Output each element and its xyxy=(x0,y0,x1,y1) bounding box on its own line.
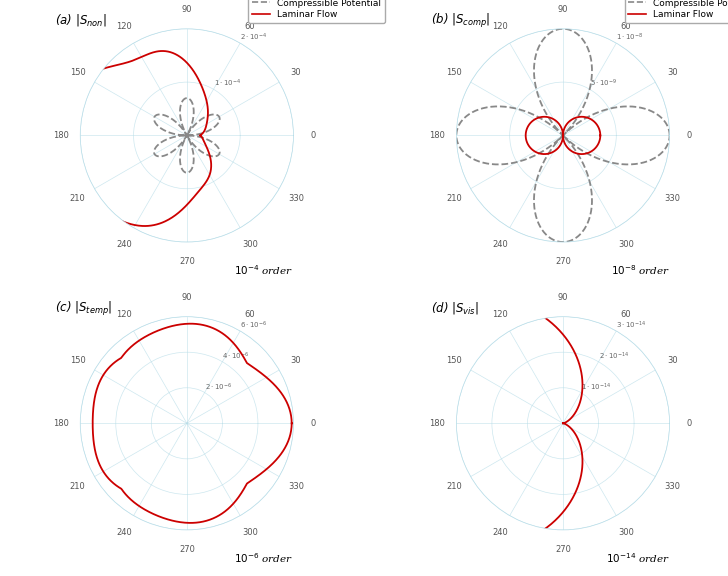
Laminar Flow xyxy=(547,149,556,156)
Legend: Compressible Potential, Laminar Flow: Compressible Potential, Laminar Flow xyxy=(625,0,728,23)
Text: $10^{-6}$ order: $10^{-6}$ order xyxy=(234,551,293,565)
Legend: Compressible Potential, Laminar Flow: Compressible Potential, Laminar Flow xyxy=(248,0,385,23)
Laminar Flow xyxy=(558,126,566,132)
Line: Laminar Flow: Laminar Flow xyxy=(92,324,292,523)
Line: Laminar Flow: Laminar Flow xyxy=(70,51,211,226)
Compressible Potential xyxy=(180,137,189,143)
Compressible Potential xyxy=(183,132,191,139)
Compressible Potential xyxy=(559,132,568,139)
Laminar Flow xyxy=(571,350,579,357)
Laminar Flow xyxy=(572,407,581,414)
Laminar Flow xyxy=(193,73,202,80)
Compressible Potential xyxy=(665,132,674,139)
Laminar Flow xyxy=(578,113,587,120)
Laminar Flow xyxy=(288,420,296,427)
Compressible Potential xyxy=(183,132,191,139)
Laminar Flow xyxy=(559,420,568,427)
Laminar Flow xyxy=(596,132,605,139)
Text: $10^{-8}$ order: $10^{-8}$ order xyxy=(611,263,670,277)
Compressible Potential xyxy=(534,169,543,176)
Laminar Flow xyxy=(166,323,175,330)
Laminar Flow xyxy=(560,126,569,132)
Laminar Flow xyxy=(131,500,140,507)
Laminar Flow xyxy=(107,213,116,219)
Compressible Potential xyxy=(542,33,550,40)
Laminar Flow xyxy=(204,112,213,119)
Text: (a) $|S_{non}|$: (a) $|S_{non}|$ xyxy=(55,12,106,28)
Laminar Flow xyxy=(119,488,127,495)
Line: Compressible Potential: Compressible Potential xyxy=(456,29,670,242)
Compressible Potential xyxy=(215,113,223,120)
Compressible Potential xyxy=(575,32,584,39)
Line: Compressible Potential: Compressible Potential xyxy=(154,98,220,173)
Laminar Flow xyxy=(288,420,296,427)
Laminar Flow xyxy=(286,408,295,415)
Compressible Potential xyxy=(166,149,175,156)
Compressible Potential xyxy=(177,100,186,107)
Text: $10^{-14}$ order: $10^{-14}$ order xyxy=(606,551,670,565)
Laminar Flow xyxy=(558,420,567,427)
Laminar Flow xyxy=(542,315,550,322)
Text: (b) $|S_{comp}|$: (b) $|S_{comp}|$ xyxy=(431,12,490,30)
Laminar Flow xyxy=(196,132,205,139)
Laminar Flow xyxy=(558,420,567,427)
Laminar Flow xyxy=(355,419,363,426)
Laminar Flow xyxy=(558,132,567,139)
Laminar Flow xyxy=(242,359,251,366)
Laminar Flow xyxy=(170,50,178,57)
Compressible Potential xyxy=(563,128,571,135)
Compressible Potential xyxy=(554,137,563,144)
Line: Laminar Flow: Laminar Flow xyxy=(526,117,601,154)
Compressible Potential xyxy=(202,113,211,120)
Text: $10^{-4}$ order: $10^{-4}$ order xyxy=(234,263,293,277)
Compressible Potential xyxy=(665,132,674,139)
Compressible Potential xyxy=(662,120,670,127)
Laminar Flow xyxy=(541,150,550,157)
Text: (d) $|S_{vis}|$: (d) $|S_{vis}|$ xyxy=(431,300,479,316)
Laminar Flow xyxy=(596,128,604,135)
Laminar Flow xyxy=(596,132,605,139)
Laminar Flow xyxy=(68,90,76,97)
Line: Laminar Flow: Laminar Flow xyxy=(359,298,582,549)
Laminar Flow xyxy=(196,132,205,139)
Laminar Flow xyxy=(478,545,487,552)
Laminar Flow xyxy=(245,361,253,368)
Laminar Flow xyxy=(199,321,207,328)
Laminar Flow xyxy=(126,221,135,228)
Laminar Flow xyxy=(445,541,454,548)
Text: (c) $|S_{temp}|$: (c) $|S_{temp}|$ xyxy=(55,300,112,317)
Laminar Flow xyxy=(198,130,207,137)
Compressible Potential xyxy=(195,131,204,138)
Compressible Potential xyxy=(188,100,197,107)
